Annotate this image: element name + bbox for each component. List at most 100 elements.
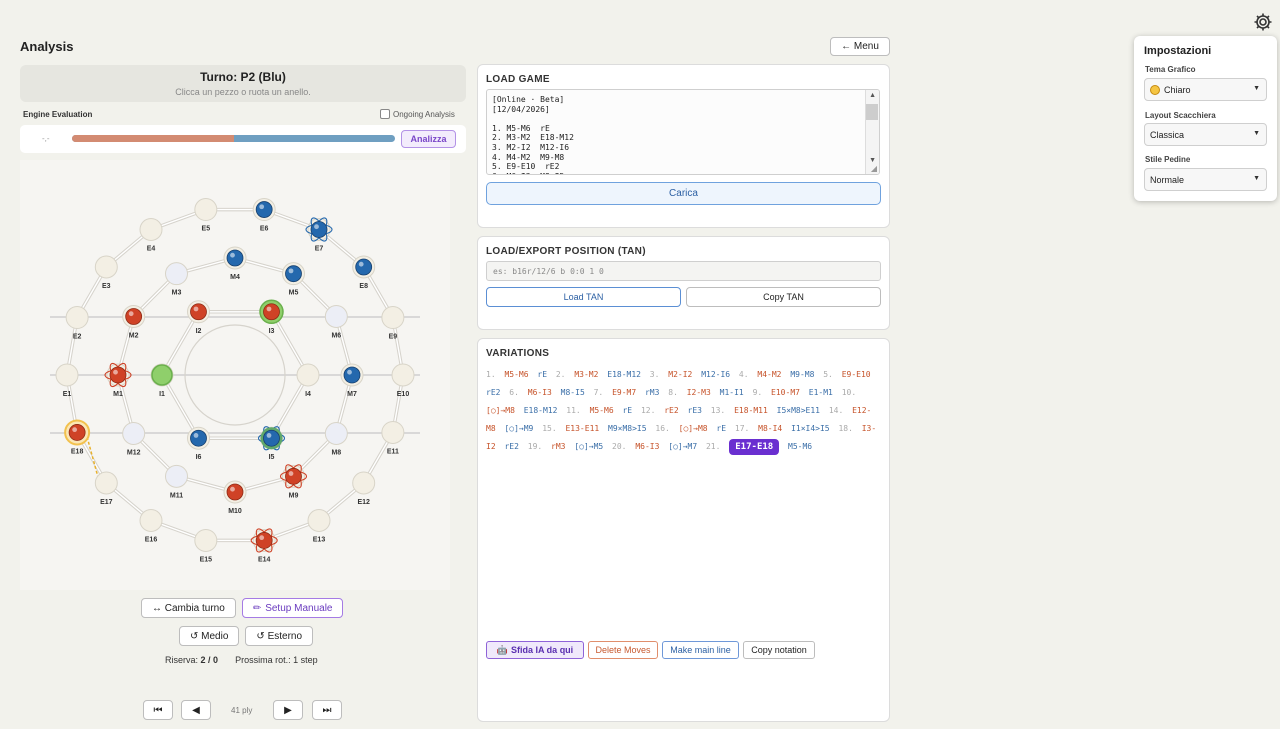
node-e11[interactable]: E11 [381, 420, 405, 455]
next-move-button[interactable]: ▶ [273, 700, 303, 720]
node-e10[interactable]: E10 [391, 363, 415, 398]
variation-move[interactable]: M4-M2 [757, 370, 782, 379]
variation-move[interactable]: [○]→M9 [504, 424, 534, 433]
variation-move[interactable]: M2-I2 [668, 370, 693, 379]
tan-input[interactable]: es: b16r/12/6 b 0:0 1 0 [486, 261, 881, 281]
variation-move[interactable]: rE3 [687, 406, 702, 415]
ongoing-analysis-toggle[interactable]: Ongoing Analysis [380, 109, 455, 119]
resize-grip-icon[interactable]: ◢ [870, 164, 877, 173]
node-spot[interactable] [194, 198, 218, 222]
variation-move[interactable]: M5-M6 [788, 442, 813, 451]
node-spot[interactable] [194, 528, 218, 552]
node-spot[interactable] [324, 422, 348, 445]
node-e3[interactable]: E3 [94, 255, 118, 290]
node-e13[interactable]: E13 [307, 508, 331, 543]
node-spot[interactable] [139, 508, 163, 532]
blue-piece[interactable] [310, 221, 328, 238]
node-e8[interactable]: E8 [352, 255, 376, 290]
red-piece[interactable] [226, 483, 244, 501]
scroll-down-icon[interactable]: ▼ [869, 157, 876, 164]
node-e1[interactable]: E1 [55, 363, 79, 398]
node-e9[interactable]: E9 [381, 306, 405, 341]
blue-piece[interactable] [226, 249, 244, 267]
variation-move[interactable]: E18-M12 [607, 370, 641, 379]
variation-move[interactable]: [○]→M8 [486, 406, 515, 415]
node-spot[interactable] [391, 363, 415, 387]
variation-move[interactable]: M9×M8>I5 [608, 424, 647, 433]
variation-move[interactable]: rM3 [644, 388, 660, 397]
node-spot[interactable] [165, 464, 188, 488]
variation-move[interactable]: E1-M1 [808, 388, 833, 397]
variation-move[interactable]: rE2 [664, 406, 679, 415]
node-i2[interactable]: I2 [187, 300, 210, 335]
node-spot[interactable] [165, 262, 188, 286]
rotate-outer-button[interactable]: ↺ Esterno [245, 626, 314, 646]
node-m8[interactable]: M8 [324, 422, 348, 457]
red-piece[interactable] [285, 467, 302, 485]
game-notation-textarea[interactable]: [Online · Beta] [12/04/2026] 1. M5-M6 rE 2… [486, 89, 880, 175]
variation-move[interactable]: rM3 [551, 442, 566, 451]
variation-move[interactable]: M8-I4 [758, 424, 783, 433]
red-piece[interactable] [263, 303, 280, 321]
variation-move[interactable]: rE [537, 370, 548, 379]
load-tan-button[interactable]: Load TAN [486, 287, 681, 307]
variation-move[interactable]: [○]→M8 [678, 424, 708, 433]
node-e14[interactable]: E14 [250, 527, 278, 564]
red-piece[interactable] [109, 366, 127, 384]
variation-move[interactable]: rE2 [486, 388, 501, 397]
variation-move[interactable]: I5×M8>E11 [776, 406, 820, 415]
node-m10[interactable]: M10 [223, 480, 247, 515]
node-spot[interactable] [352, 471, 376, 495]
node-m3[interactable]: M3 [165, 262, 188, 297]
blue-piece[interactable] [343, 366, 361, 384]
previous-move-button[interactable]: ◀ [181, 700, 211, 720]
node-i6[interactable]: I6 [187, 426, 210, 461]
variation-move[interactable]: M9-M8 [790, 370, 815, 379]
node-spot[interactable] [324, 305, 348, 328]
variation-move[interactable]: [○]→M7 [668, 442, 698, 451]
blue-piece[interactable] [355, 258, 373, 276]
variation-move[interactable]: E18-M11 [734, 406, 768, 415]
node-spot[interactable] [65, 306, 89, 330]
ongoing-analysis-checkbox[interactable] [380, 109, 390, 119]
node-m7[interactable]: M7 [340, 363, 364, 398]
variation-move[interactable]: E18-M12 [523, 406, 558, 415]
red-piece[interactable] [68, 424, 86, 441]
node-spot[interactable] [381, 306, 405, 330]
node-m5[interactable]: M5 [282, 262, 305, 297]
blue-piece[interactable] [285, 265, 302, 283]
red-piece[interactable] [125, 308, 143, 325]
variation-move[interactable]: M5-M6 [504, 370, 529, 379]
node-m2[interactable]: M2 [122, 305, 146, 340]
node-spot[interactable] [122, 422, 146, 445]
node-e16[interactable]: E16 [139, 508, 163, 543]
variation-move[interactable]: M6-I3 [635, 442, 660, 451]
variation-move[interactable]: M8-I5 [560, 388, 585, 397]
node-spot[interactable] [139, 218, 163, 242]
variation-move[interactable]: rE [716, 424, 727, 433]
highlight-spot[interactable] [151, 364, 173, 386]
first-move-button[interactable]: ⏮ [143, 700, 173, 720]
manual-setup-button[interactable]: ✏ Setup Manuale [241, 598, 344, 618]
node-i4[interactable]: I4 [296, 363, 320, 398]
blue-piece[interactable] [263, 429, 280, 447]
node-e2[interactable]: E2 [65, 306, 89, 341]
variation-move[interactable]: E9-M7 [612, 388, 637, 397]
variation-move[interactable]: [○]→M5 [574, 442, 604, 451]
variation-move[interactable]: I3-I2 [486, 424, 877, 451]
node-e4[interactable]: E4 [139, 218, 163, 253]
node-m12[interactable]: M12 [122, 422, 146, 457]
variation-move[interactable]: I1×I4>I5 [791, 424, 830, 433]
pieces-style-select[interactable]: Normale ▼ [1144, 168, 1267, 191]
node-spot[interactable] [296, 363, 320, 387]
node-spot[interactable] [55, 363, 79, 387]
blue-piece[interactable] [255, 201, 273, 218]
rotate-middle-button[interactable]: ↺ Medio [179, 626, 240, 646]
node-e15[interactable]: E15 [194, 528, 218, 563]
scrollbar-thumb[interactable] [866, 104, 878, 120]
node-e18[interactable]: E18 [64, 419, 91, 455]
node-m6[interactable]: M6 [324, 305, 348, 340]
variation-move[interactable]: rE [622, 406, 633, 415]
theme-select[interactable]: Chiaro ▼ [1144, 78, 1267, 101]
variation-move[interactable]: M6-I3 [527, 388, 552, 397]
